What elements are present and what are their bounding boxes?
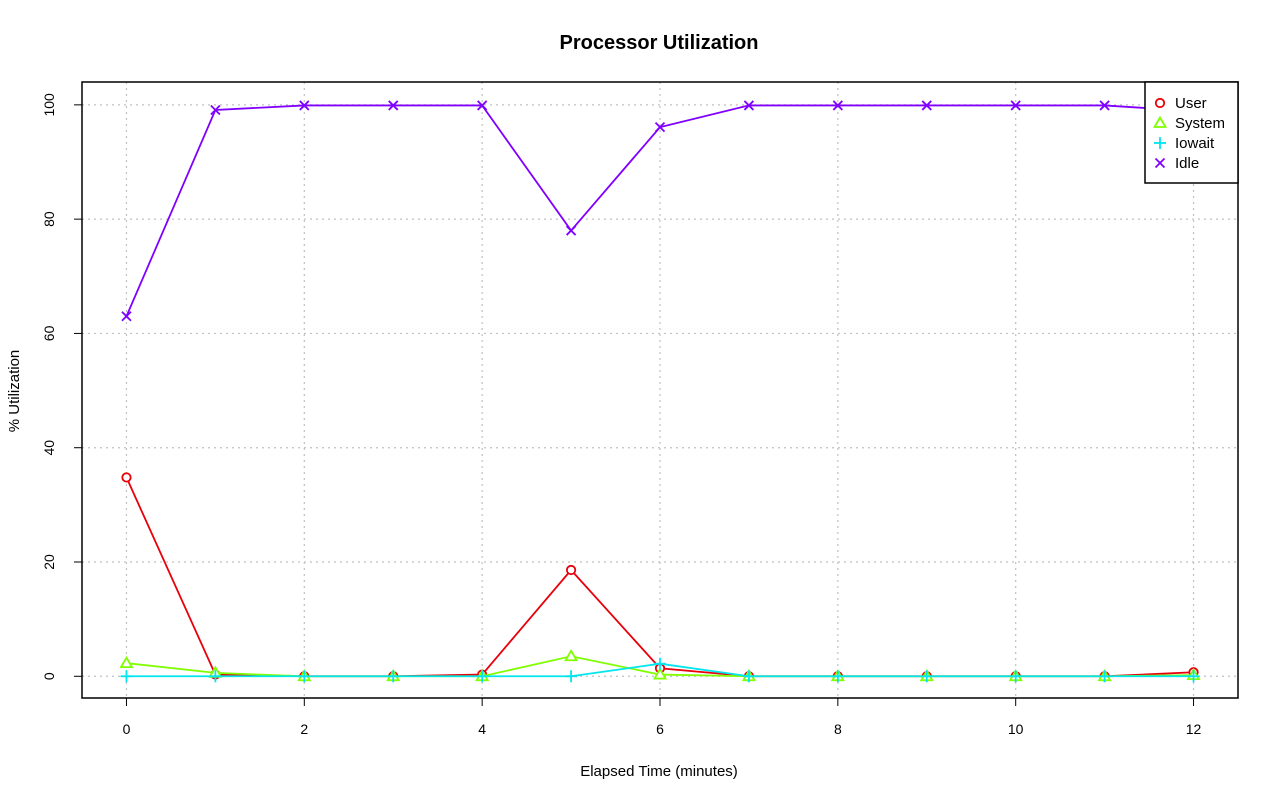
series-layer <box>119 100 1201 683</box>
legend: User System Iowait Idle <box>1144 81 1239 184</box>
data-point-iowait <box>920 670 933 683</box>
y-tick-label: 100 <box>41 93 57 117</box>
x-tick-label: 2 <box>300 721 308 737</box>
legend-marker-system <box>1152 115 1168 128</box>
y-axis-label: % Utilization <box>6 350 23 433</box>
legend-label-iowait: Iowait <box>1175 135 1215 152</box>
x-tick-label: 12 <box>1186 721 1202 737</box>
data-point-user <box>121 472 132 483</box>
data-point-iowait <box>1009 670 1022 683</box>
data-point-idle <box>1099 100 1110 111</box>
data-point-iowait <box>742 670 755 683</box>
legend-marker-user <box>1154 97 1166 109</box>
data-point-iowait <box>654 657 666 670</box>
x-tick-label: 8 <box>834 721 842 737</box>
data-point-idle <box>388 100 399 111</box>
data-point-idle <box>1010 100 1021 111</box>
data-point-iowait <box>565 670 578 683</box>
legend-item-idle: Idle <box>1154 155 1199 172</box>
series-iowait <box>120 657 1200 683</box>
y-tick-label: 0 <box>41 672 57 680</box>
data-point-iowait <box>831 670 844 683</box>
legend-item-user: User <box>1154 95 1207 112</box>
data-point-system <box>564 648 579 662</box>
x-tick-label: 6 <box>656 721 664 737</box>
legend-label-system: System <box>1175 115 1225 132</box>
data-point-idle <box>477 100 488 111</box>
data-point-idle <box>210 104 221 116</box>
legend-marker-idle <box>1154 157 1166 169</box>
data-point-iowait <box>1098 670 1111 683</box>
y-tick-label: 60 <box>41 325 57 341</box>
data-point-idle <box>654 122 666 133</box>
data-point-idle <box>743 100 755 111</box>
y-tick-label: 40 <box>41 440 57 456</box>
y-tick-label: 80 <box>41 211 57 227</box>
data-point-idle <box>121 311 132 322</box>
data-point-system <box>652 667 668 680</box>
legend-marker-iowait <box>1154 137 1166 149</box>
x-tick-label: 0 <box>123 721 131 737</box>
plot-area-frame <box>81 81 1239 699</box>
data-point-user <box>565 564 577 576</box>
data-point-iowait <box>209 670 222 683</box>
chart-title: Processor Utilization <box>560 32 759 54</box>
x-axis-label: Elapsed Time (minutes) <box>580 763 738 780</box>
data-point-iowait <box>1187 670 1200 683</box>
data-point-idle <box>921 100 932 111</box>
x-axis: 0 2 4 6 8 10 12 <box>123 697 1202 737</box>
grid-lines <box>82 82 1238 698</box>
y-tick-label: 20 <box>41 554 57 570</box>
x-tick-label: 10 <box>1008 721 1024 737</box>
data-point-iowait <box>120 670 133 683</box>
data-point-iowait <box>387 670 400 683</box>
legend-item-system: System <box>1152 115 1225 132</box>
data-point-iowait <box>476 670 489 683</box>
series-user <box>121 472 1199 682</box>
y-axis: 0 20 40 60 80 100 <box>41 93 83 680</box>
data-point-idle <box>299 100 310 111</box>
legend-label-idle: Idle <box>1175 155 1199 172</box>
legend-item-iowait: Iowait <box>1154 135 1215 152</box>
x-tick-label: 4 <box>478 721 486 737</box>
data-point-iowait <box>298 670 311 683</box>
data-point-idle <box>832 100 843 111</box>
data-point-idle <box>565 225 577 236</box>
data-point-system <box>119 655 134 669</box>
legend-label-user: User <box>1175 95 1207 112</box>
